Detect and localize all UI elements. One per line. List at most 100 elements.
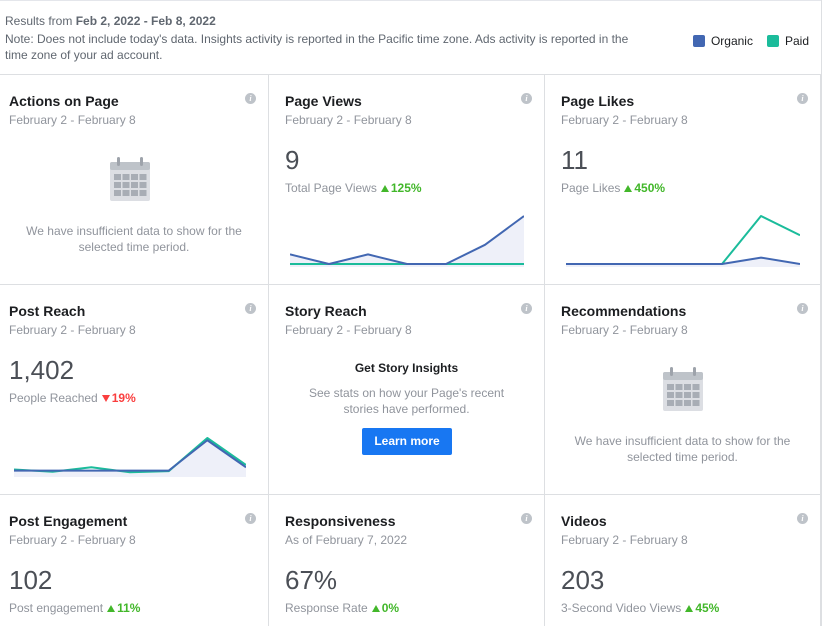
- time-zone-note: Note: Does not include today's data. Ins…: [5, 32, 629, 62]
- metric-label: 3-Second Video Views: [561, 601, 682, 615]
- card-title: Page Likes: [561, 93, 635, 109]
- card-date-range: February 2 - February 8: [9, 113, 136, 127]
- post-reach-label: People Reached 19%: [9, 391, 136, 405]
- paid-series-line: [566, 215, 800, 265]
- card-responsiveness[interactable]: Responsiveness As of February 7, 2022 i …: [269, 495, 545, 626]
- results-range-text: Results from Feb 2, 2022 - Feb 8, 2022: [5, 14, 216, 28]
- insufficient-data-text: We have insufficient data to show for th…: [574, 434, 791, 464]
- info-icon[interactable]: i: [797, 93, 808, 104]
- organic-series-line: [566, 256, 800, 265]
- info-icon[interactable]: i: [521, 513, 532, 524]
- card-story-reach[interactable]: Story Reach February 2 - February 8 i Ge…: [269, 285, 545, 495]
- organic-series-line: [290, 215, 524, 265]
- card-post-reach[interactable]: Post Reach February 2 - February 8 i 1,4…: [0, 285, 269, 495]
- card-title: Post Reach: [9, 303, 86, 319]
- responsiveness-value: 67%: [285, 565, 338, 595]
- post-engagement-value: 102: [9, 565, 53, 595]
- up-arrow-icon: [624, 184, 633, 192]
- metric-label: Total Page Views: [285, 181, 377, 195]
- page-views-label: Total Page Views 125%: [285, 181, 422, 195]
- info-icon[interactable]: i: [245, 513, 256, 524]
- change-value: 19%: [111, 391, 136, 405]
- header-divider: [0, 0, 821, 1]
- videos-label: 3-Second Video Views 45%: [561, 601, 719, 615]
- calendar-icon: [663, 367, 703, 411]
- info-icon[interactable]: i: [521, 93, 532, 104]
- organic-swatch: [692, 35, 705, 47]
- info-icon[interactable]: i: [797, 513, 808, 524]
- info-icon[interactable]: i: [797, 303, 808, 314]
- info-icon[interactable]: i: [245, 93, 256, 104]
- up-arrow-icon: [371, 604, 380, 612]
- post-reach-value: 1,402: [9, 355, 75, 385]
- card-post-engagement[interactable]: Post Engagement February 2 - February 8 …: [0, 495, 269, 626]
- legend-organic: Organic: [692, 34, 753, 48]
- calendar-icon: [110, 157, 150, 201]
- metric-label: People Reached: [9, 391, 98, 405]
- card-date-range: February 2 - February 8: [285, 113, 412, 127]
- post-reach-sparkline: [14, 437, 246, 477]
- legend-organic-label: Organic: [710, 34, 753, 48]
- card-title: Responsiveness: [285, 513, 396, 529]
- metric-label: Page Likes: [561, 181, 621, 195]
- card-videos[interactable]: Videos February 2 - February 8 i 203 3-S…: [545, 495, 821, 626]
- results-prefix: Results from: [5, 14, 76, 28]
- card-recommendations[interactable]: Recommendations February 2 - February 8 …: [545, 285, 821, 495]
- change-value: 125%: [390, 181, 422, 195]
- card-date-range: February 2 - February 8: [561, 323, 688, 337]
- card-page-likes[interactable]: Page Likes February 2 - February 8 i 11 …: [545, 75, 821, 285]
- card-page-views[interactable]: Page Views February 2 - February 8 i 9 T…: [269, 75, 545, 285]
- page-views-sparkline: [290, 215, 524, 267]
- change-indicator: 19%: [101, 391, 136, 405]
- metric-label: Response Rate: [285, 601, 368, 615]
- card-title: Recommendations: [561, 303, 687, 319]
- card-date-range: February 2 - February 8: [9, 323, 136, 337]
- story-insights-description: See stats on how your Page's recent stor…: [308, 386, 505, 416]
- card-title: Page Views: [285, 93, 362, 109]
- insights-header: Results from Feb 2, 2022 - Feb 8, 2022 N…: [0, 0, 821, 75]
- story-insights-heading: Get Story Insights: [354, 361, 459, 375]
- chart-legend: Organic Paid: [679, 34, 809, 48]
- change-value: 45%: [695, 601, 720, 615]
- change-value: 11%: [117, 601, 141, 615]
- insights-cards-grid: Actions on Page February 2 - February 8 …: [0, 75, 821, 626]
- card-date-range: February 2 - February 8: [561, 113, 688, 127]
- page-likes-value: 11: [561, 145, 588, 175]
- change-indicator: 11%: [107, 601, 140, 615]
- card-title: Videos: [561, 513, 607, 529]
- change-indicator: 0%: [371, 601, 400, 615]
- legend-paid-label: Paid: [784, 34, 809, 48]
- legend-paid: Paid: [766, 34, 809, 48]
- change-value: 0%: [381, 601, 400, 615]
- change-indicator: 125%: [380, 181, 422, 195]
- info-icon[interactable]: i: [245, 303, 256, 314]
- learn-more-button[interactable]: Learn more: [362, 428, 452, 455]
- info-icon[interactable]: i: [521, 303, 532, 314]
- paid-swatch: [766, 35, 779, 47]
- responsiveness-label: Response Rate 0%: [285, 601, 399, 615]
- up-arrow-icon: [685, 604, 694, 612]
- results-date-range: Feb 2, 2022 - Feb 8, 2022: [75, 14, 216, 28]
- organic-area: [14, 440, 246, 477]
- up-arrow-icon: [107, 604, 116, 612]
- metric-label: Post engagement: [9, 601, 104, 615]
- organic-area: [290, 216, 524, 267]
- card-date-range: February 2 - February 8: [9, 533, 136, 547]
- page-likes-label: Page Likes 450%: [561, 181, 665, 195]
- change-value: 450%: [634, 181, 666, 195]
- page-views-value: 9: [285, 145, 300, 175]
- card-actions-on-page[interactable]: Actions on Page February 2 - February 8 …: [0, 75, 269, 285]
- card-title: Post Engagement: [9, 513, 128, 529]
- page-likes-sparkline: [566, 215, 800, 267]
- down-arrow-icon: [101, 394, 110, 402]
- videos-value: 203: [561, 565, 605, 595]
- up-arrow-icon: [380, 184, 389, 192]
- paid-series-line: [14, 437, 246, 474]
- card-date-range: As of February 7, 2022: [285, 533, 408, 547]
- post-engagement-label: Post engagement 11%: [9, 601, 140, 615]
- card-title: Actions on Page: [9, 93, 119, 109]
- card-date-range: February 2 - February 8: [285, 323, 412, 337]
- insufficient-data-text: We have insufficient data to show for th…: [26, 224, 242, 254]
- change-indicator: 45%: [685, 601, 719, 615]
